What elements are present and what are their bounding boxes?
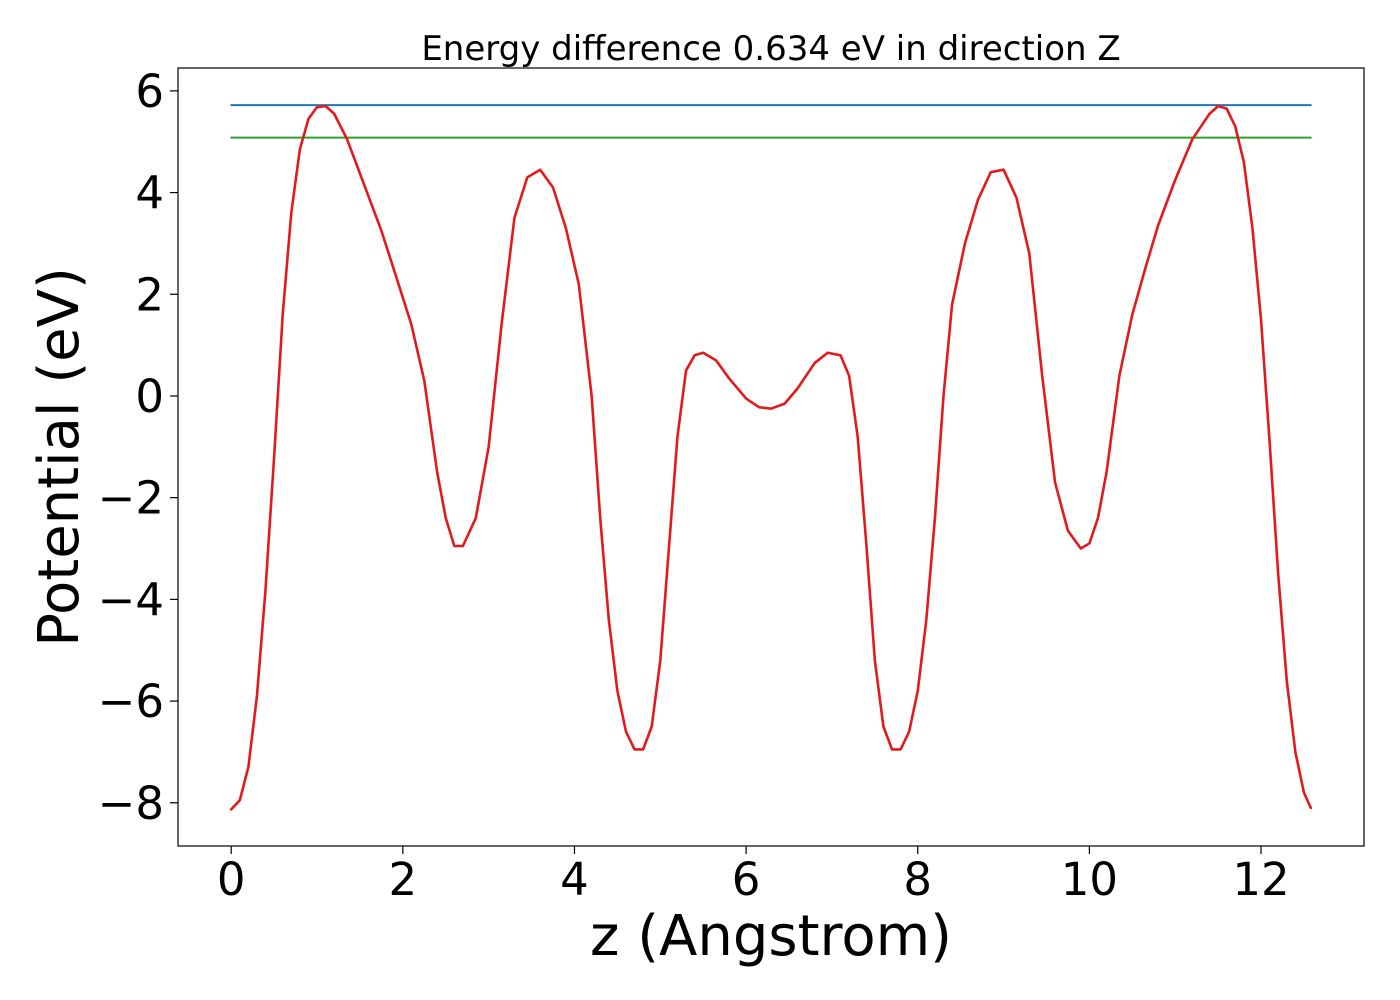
x-tick-label: 4 (560, 853, 589, 906)
y-tick-label: 6 (135, 65, 164, 118)
y-tick-label: −2 (98, 472, 164, 525)
x-tick-label: 10 (1061, 853, 1118, 906)
chart-title: Energy difference 0.634 eV in direction … (421, 29, 1120, 69)
y-tick-label: −6 (98, 675, 164, 728)
y-axis-label: Potential (eV) (27, 267, 92, 647)
x-axis-label: z (Angstrom) (590, 904, 952, 969)
x-tick-label: 0 (217, 853, 246, 906)
x-tick-label: 6 (732, 853, 761, 906)
x-axis: 0 2 4 6 8 10 12 (217, 846, 1290, 906)
y-tick-label: 2 (135, 268, 164, 321)
y-tick-label: −8 (98, 777, 164, 830)
y-tick-label: 0 (135, 370, 164, 423)
y-axis: −8 −6 −4 −2 0 2 4 6 (98, 65, 178, 830)
plot-frame (177, 67, 1365, 847)
x-tick-label: 2 (389, 853, 418, 906)
series-layer (229, 104, 1313, 811)
x-tick-label: 12 (1232, 853, 1289, 906)
series-line-3 (229, 104, 1313, 811)
y-tick-label: −4 (98, 573, 164, 626)
x-tick-label: 8 (903, 853, 932, 906)
y-tick-label: 4 (135, 167, 164, 220)
